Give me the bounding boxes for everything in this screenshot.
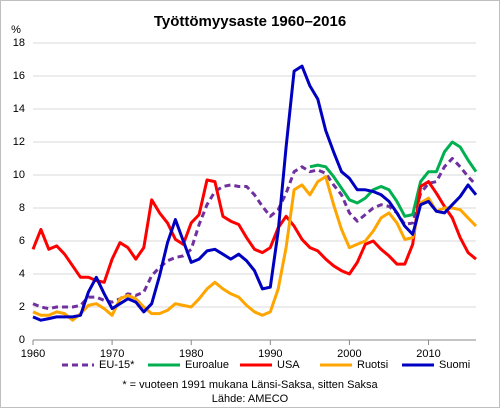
legend-label: USA [277,359,300,371]
y-tick-label: 16 [13,70,25,82]
legend-label: Euroalue [185,359,229,371]
series-line [31,178,477,284]
y-tick-label: 10 [13,169,25,181]
y-tick-label: 6 [19,235,25,247]
x-tick-label: 1990 [258,348,282,360]
x-tick-label: 1980 [179,348,203,360]
y-tick-label: 12 [13,136,25,148]
y-tick-label: 2 [19,301,25,313]
x-tick-label: 2010 [416,348,440,360]
legend-label: Ruotsi [357,359,388,371]
source-note: Lähde: AMECO [212,393,289,405]
footnote: * = vuoteen 1991 mukana Länsi-Saksa, sit… [122,379,378,391]
legend-label: EU-15* [99,359,135,371]
series-line [32,175,478,322]
y-tick-label: 4 [19,268,25,280]
series-line [309,140,478,218]
y-axis-label: % [11,24,21,36]
y-tick-label: 18 [13,37,25,49]
y-tick-label: 8 [19,202,25,214]
legend-label: Suomi [439,359,470,371]
y-tick-label: 0 [19,334,25,346]
x-tick-label: 1970 [100,348,124,360]
x-tick-label: 1960 [21,348,45,360]
y-tick-label: 14 [13,103,25,115]
chart-title: Työttömyysaste 1960–2016 [154,13,346,30]
series-line [32,64,478,322]
x-tick-label: 2000 [337,348,361,360]
